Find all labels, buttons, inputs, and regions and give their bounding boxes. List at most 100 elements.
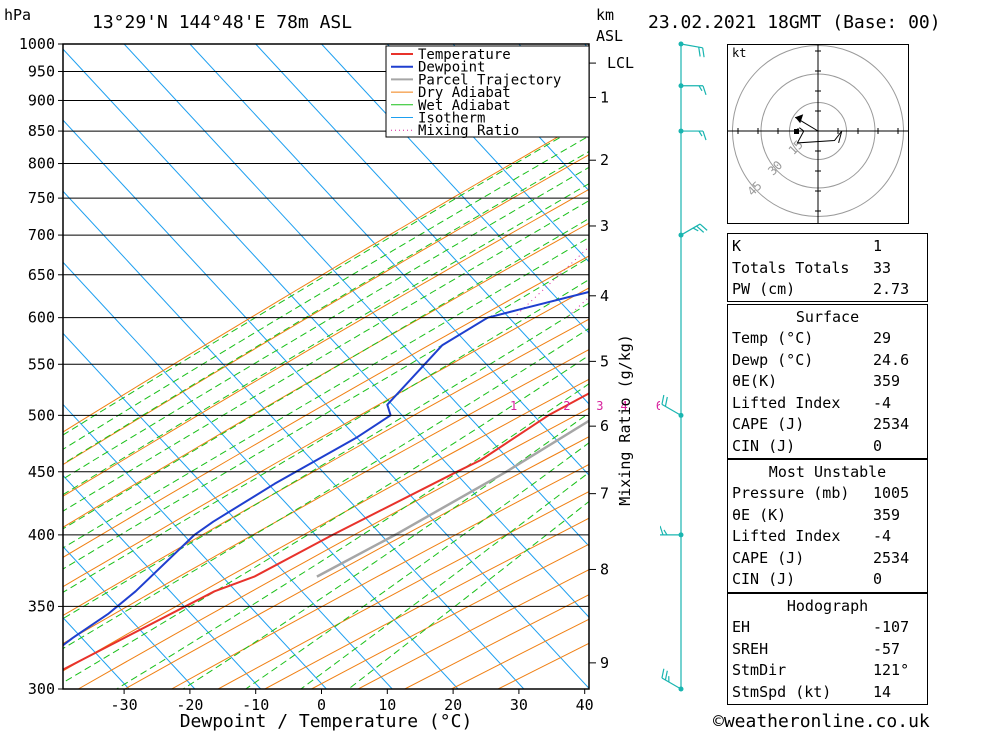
temperature-line [63,392,589,671]
km-tick-label: 3 [600,217,609,235]
temperature-tick-label: 40 [576,696,594,714]
hodograph-point-marker [794,129,799,134]
index-row: CIN (J) 0 [732,570,923,591]
pressure-tick-label: 550 [28,355,55,373]
index-row: Pressure (mb) 1005 [732,484,923,505]
wind-barb-staff [661,677,682,690]
pressure-unit-label: hPa [4,6,32,24]
pressure-tick-label: 750 [28,189,55,207]
wind-barb-feather [698,47,701,57]
wind-barb-feather [692,227,699,232]
index-label: CAPE (J) [732,415,805,434]
legend-label: Dewpoint [418,60,485,76]
index-value: -4 [873,527,892,546]
wind-barb-staff [680,43,703,49]
index-value: 359 [873,372,901,391]
wet-adiabat-line [63,354,589,684]
pressure-tick-label: 450 [28,463,55,481]
index-value: 121° [873,661,910,680]
legend-label: Mixing Ratio [418,123,519,139]
index-label: SREH [732,639,769,658]
isotherm-line [63,261,459,689]
index-label: CIN (J) [732,437,796,455]
hodograph-indices-box: Hodograph EH -107 SREH -57 StmDir 121° StmSpd (… [727,593,928,705]
index-label: Totals Totals [732,258,850,277]
dry-adiabat-line [63,287,589,588]
index-label: Lifted Index [732,527,841,546]
pressure-tick-label: 700 [28,226,55,244]
hodograph-unit-label: kt [732,46,746,60]
wind-barb-feather [660,525,664,536]
isotherm-line [452,44,589,192]
location-label: 13°29'N 144°48'E 78m ASL [92,12,353,33]
index-label: CAPE (J) [732,548,805,567]
wind-barb [678,223,708,238]
wind-barb-feather [702,47,705,58]
index-row: θE (K) 359 [732,506,923,527]
legend-label: Temperature [418,47,511,63]
index-label: Temp (°C) [732,329,814,347]
wet-adiabat-line [182,412,589,689]
isotherm-line [321,44,589,334]
km-tick-label: 2 [600,151,609,169]
km-tick-label: 4 [600,287,609,305]
wind-barb [661,668,684,692]
mixing-ratio-label: 6 [656,399,660,413]
isotherm-line [63,545,196,689]
index-row: θE(K) 359 [732,372,923,393]
index-value: 24.6 [873,350,910,369]
index-value: -57 [873,639,901,658]
dry-adiabat-line [357,569,589,689]
wind-barb-feather [661,394,665,405]
parcel-trajectory-line [316,419,589,578]
isotherm-line [63,616,130,689]
dry-adiabat-line [171,463,589,689]
dry-adiabat-line [63,349,589,645]
index-row: PW (cm) 2.73 [732,280,923,301]
isotherm-line [386,44,589,263]
isotherm-line [63,119,589,689]
hodograph-trace [796,127,843,144]
dry-adiabat-line [78,407,589,689]
pressure-tick-label: 850 [28,122,55,140]
isotherm-line [189,44,589,476]
surface-indices-box: Surface Temp (°C) 29 Dewp (°C) 24.6 θE(K) 359 L… [727,304,928,459]
legend-label: Parcel Trajectory [418,72,561,88]
pressure-tick-label: 350 [28,597,55,615]
datetime-label: 23.02.2021 18GMT (Base: 00) [648,12,941,33]
index-label: Dewp (°C) [732,350,814,369]
km-tick-label: 1 [600,88,609,106]
dewpoint-line [63,290,589,647]
index-row: SREH -57 [732,640,923,661]
index-value: 33 [873,258,892,277]
temperature-tick-label: 0 [317,696,326,714]
index-value: 2534 [873,415,910,434]
storm-motion-arrowhead [795,114,804,124]
index-value: 1005 [873,484,910,502]
index-label: K [732,237,742,255]
index-label: θE(K) [732,372,778,391]
index-value: 2.73 [873,280,910,299]
index-value: 0 [873,437,883,455]
wind-barb-feather [661,668,665,679]
wind-barb-feather [699,223,708,231]
isotherm-line [63,332,393,689]
wind-barb-staff [661,403,682,416]
index-value: -4 [873,393,892,412]
index-row: CIN (J) 0 [732,437,923,458]
index-row: Totals Totals 33 [732,259,923,280]
wind-barb-feather [702,130,707,141]
dry-adiabat-line [497,642,589,689]
credit-label: ©weatheronline.co.uk [713,711,930,732]
legend-label: Wet Adiabat [418,98,511,114]
index-row: CAPE (J) 2534 [732,415,923,436]
km-unit-label: km [596,6,615,24]
mixing-ratio-axis-title: Mixing Ratio (g/kg) [616,334,634,506]
plot-frame [62,43,590,690]
general-indices-box: K 1 Totals Totals 33 PW (cm) 2.73 [727,233,928,302]
wind-barb-feather [696,225,705,233]
mixing-ratio-label: 2 [563,399,570,413]
index-row: Lifted Index -4 [732,527,923,548]
pressure-tick-label: 400 [28,526,55,544]
index-value: 359 [873,505,901,524]
